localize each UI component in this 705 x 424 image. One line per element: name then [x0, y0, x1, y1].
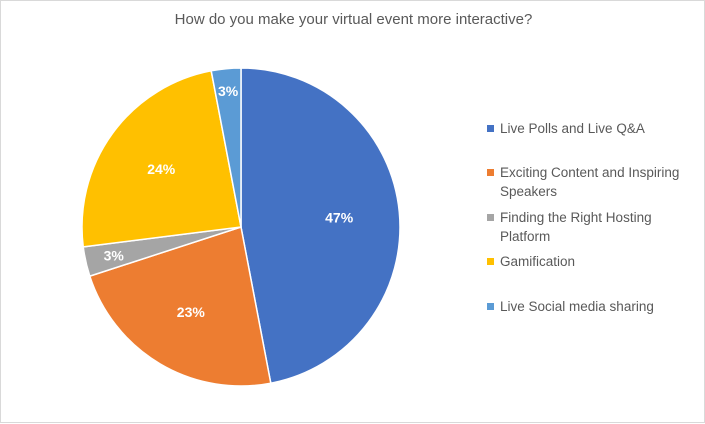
legend-label: Live Social media sharing [500, 299, 654, 314]
slice-exciting-content [88, 226, 272, 387]
slice-live-polls [240, 67, 401, 385]
legend-label: Finding the Right Hosting Platform [500, 210, 652, 244]
legend-swatch [487, 258, 494, 265]
legend-swatch [487, 214, 494, 221]
chart-title: How do you make your virtual event more … [174, 11, 533, 28]
legend-item-exciting-content: Exciting Content and Inspiring Speakers [487, 163, 702, 201]
legend-swatch [487, 303, 494, 310]
legend-item-live-polls: Live Polls and Live Q&A [487, 119, 645, 138]
data-label: 24% [147, 161, 176, 177]
legend-swatch [487, 125, 494, 132]
data-label: 3% [218, 83, 239, 99]
legend-swatch [487, 169, 494, 176]
legend-item-social-media: Live Social media sharing [487, 297, 654, 316]
legend-item-hosting-platform: Finding the Right Hosting Platform [487, 208, 702, 246]
slice-gamification [81, 69, 242, 248]
legend-label: Exciting Content and Inspiring Speakers [500, 165, 680, 199]
slice-social-media [210, 67, 242, 228]
legend-item-gamification: Gamification [487, 252, 575, 271]
legend-label: Live Polls and Live Q&A [500, 121, 645, 136]
data-label: 23% [177, 304, 206, 320]
data-label: 47% [325, 210, 354, 226]
data-label: 3% [104, 247, 125, 263]
legend-label: Gamification [500, 254, 576, 269]
